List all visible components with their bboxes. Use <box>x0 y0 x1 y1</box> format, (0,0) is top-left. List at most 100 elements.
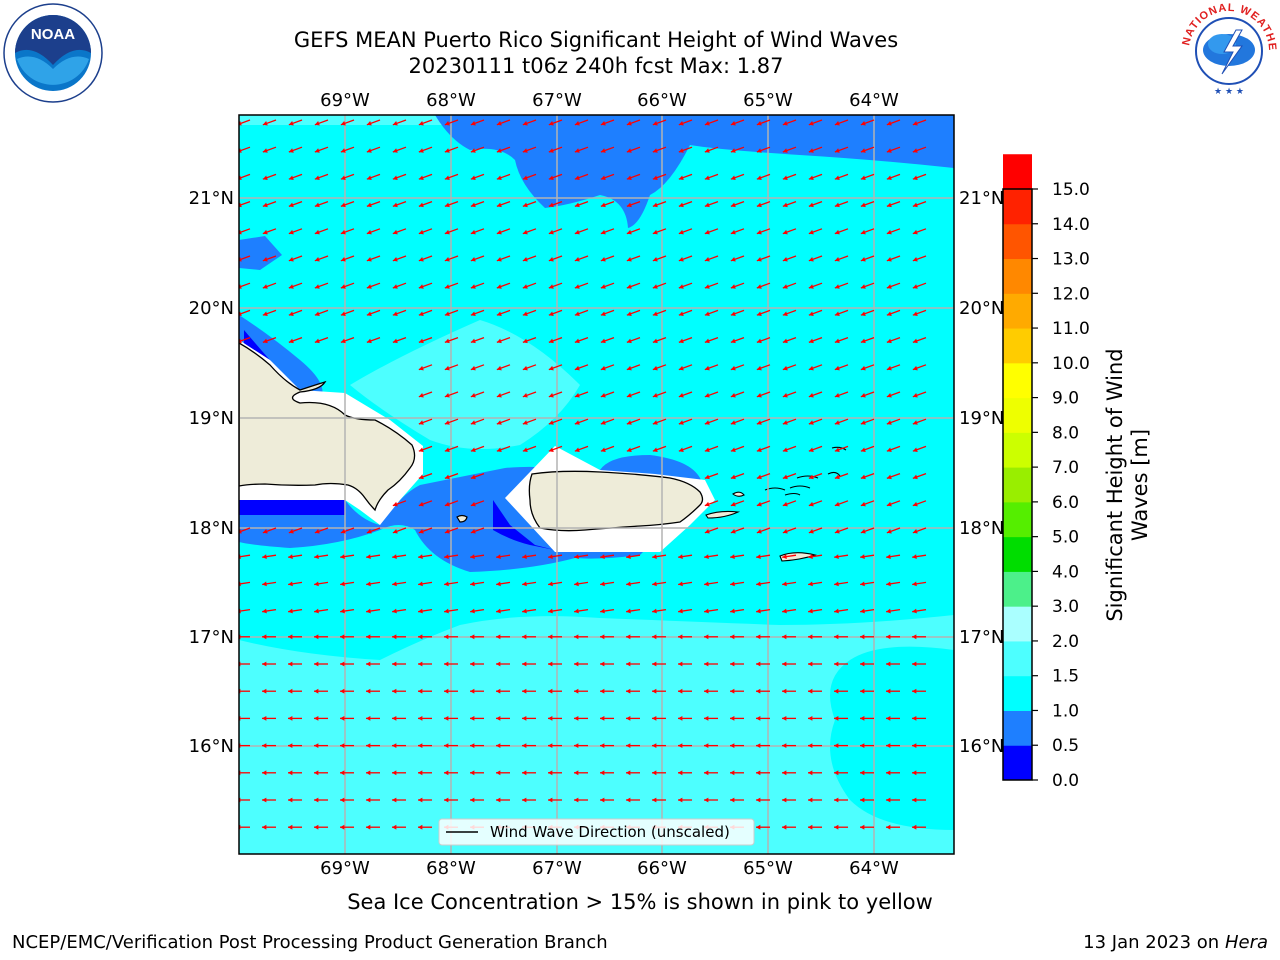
wind-wave-arrow <box>756 255 771 262</box>
colorbar-swatch <box>1003 640 1032 677</box>
wind-wave-arrow <box>340 255 355 262</box>
wind-wave-arrow <box>730 797 744 803</box>
wind-wave-arrow <box>886 336 901 344</box>
wind-wave-arrow <box>314 824 328 830</box>
wind-wave-arrow <box>444 608 459 614</box>
lat-tick-label-left: 17°N <box>189 627 234 648</box>
wind-wave-arrow <box>912 770 926 776</box>
wind-wave-arrow <box>756 336 771 344</box>
wind-wave-arrow <box>782 797 796 803</box>
wind-wave-arrow <box>340 634 354 640</box>
wind-wave-arrow <box>886 608 901 614</box>
wind-wave-arrow <box>522 309 537 316</box>
wind-wave-arrow <box>340 770 354 776</box>
wind-wave-arrow <box>782 716 796 721</box>
wind-wave-arrow <box>834 824 848 830</box>
chart-subtitle: 20230111 t06z 240h fcst Max: 1.87 <box>408 54 784 78</box>
wind-wave-arrow <box>886 824 900 830</box>
wind-wave-arrow <box>262 716 276 721</box>
wind-wave-arrow <box>782 336 797 344</box>
wind-wave-arrow <box>912 445 927 452</box>
wind-wave-arrow <box>574 391 589 398</box>
wind-wave-arrow <box>548 661 562 667</box>
wind-wave-arrow <box>782 770 796 776</box>
wind-wave-arrow <box>834 364 849 371</box>
wind-wave-arrow <box>444 336 459 344</box>
wind-wave-arrow <box>444 472 459 480</box>
lon-tick-label-bottom: 67°W <box>532 858 582 879</box>
wind-wave-arrow <box>444 634 458 640</box>
wind-wave-arrow <box>886 146 901 153</box>
wind-wave-arrow <box>574 716 588 721</box>
wind-wave-arrow <box>756 634 770 640</box>
wind-wave-arrow <box>548 688 562 694</box>
wind-wave-arrow <box>262 255 277 262</box>
land-mona-island <box>456 514 468 523</box>
wind-wave-arrow <box>886 282 901 289</box>
wind-wave-arrow <box>730 445 745 452</box>
wind-wave-arrow <box>288 282 303 289</box>
wind-wave-arrow <box>444 770 458 776</box>
map-plot-area <box>239 115 954 854</box>
wind-wave-arrow <box>418 824 432 830</box>
wind-wave-arrow <box>808 173 823 180</box>
wind-wave-arrow <box>756 527 771 534</box>
wind-wave-arrow <box>704 581 719 587</box>
wind-wave-arrow <box>366 688 380 694</box>
wind-wave-arrow <box>678 309 693 316</box>
wind-wave-arrow <box>912 824 926 830</box>
colorbar-tick-label: 1.5 <box>1052 667 1079 687</box>
wind-wave-arrow <box>574 173 589 180</box>
wind-wave-arrow <box>600 146 615 153</box>
wind-wave-arrow <box>340 581 355 587</box>
wind-wave-arrow <box>470 228 485 235</box>
wind-wave-arrow <box>834 554 849 560</box>
wind-wave-arrow <box>496 336 511 344</box>
wind-wave-arrow <box>912 554 927 560</box>
wind-wave-arrow <box>730 228 745 235</box>
lon-tick-label-top: 69°W <box>320 90 370 111</box>
wave-band-1p0-southeast <box>830 646 954 830</box>
wind-wave-arrow <box>912 200 927 208</box>
wind-wave-arrow <box>600 255 615 262</box>
wind-wave-arrow <box>704 634 718 640</box>
wind-wave-arrow <box>392 608 407 614</box>
wind-wave-arrow <box>548 581 563 587</box>
wind-wave-arrow <box>886 527 901 534</box>
wind-wave-arrow <box>704 770 718 776</box>
wind-wave-arrow <box>704 554 719 560</box>
wind-wave-arrow <box>288 309 303 316</box>
wind-wave-arrow <box>704 743 718 748</box>
wind-wave-arrow <box>392 527 407 534</box>
lat-tick-label-right: 21°N <box>959 188 1004 209</box>
wind-wave-arrow <box>808 688 822 694</box>
wind-wave-arrow <box>652 445 667 452</box>
wind-wave-arrow <box>470 391 485 398</box>
wind-wave-arrow <box>782 146 797 153</box>
wind-wave-arrow <box>600 770 614 776</box>
wind-wave-arrow <box>366 770 380 776</box>
wind-wave-arrow <box>756 200 771 208</box>
colorbar-swatch <box>1003 397 1032 433</box>
wind-wave-arrow <box>288 173 303 180</box>
land-culebra <box>732 491 745 497</box>
wind-wave-arrow <box>678 661 692 667</box>
wind-wave-arrow <box>834 119 849 126</box>
wind-wave-arrow <box>444 282 459 289</box>
wind-wave-arrow <box>496 119 511 126</box>
colorbar-tick-label: 7.0 <box>1052 458 1079 478</box>
wind-wave-arrow <box>418 472 433 480</box>
wind-wave-arrow <box>834 282 849 289</box>
wind-wave-arrow <box>626 716 640 721</box>
wind-wave-arrow <box>808 608 823 614</box>
wind-wave-arrow <box>912 418 927 425</box>
lat-tick-label-right: 17°N <box>959 627 1004 648</box>
wind-wave-arrow <box>912 472 927 480</box>
colorbar-swatch <box>1003 606 1032 642</box>
wind-wave-arrow <box>860 309 875 316</box>
wind-wave-arrow <box>704 418 719 425</box>
wind-wave-arrow <box>678 716 692 721</box>
wind-wave-arrow <box>886 716 900 721</box>
wind-wave-arrow <box>496 282 511 289</box>
wind-wave-arrow <box>418 309 433 316</box>
